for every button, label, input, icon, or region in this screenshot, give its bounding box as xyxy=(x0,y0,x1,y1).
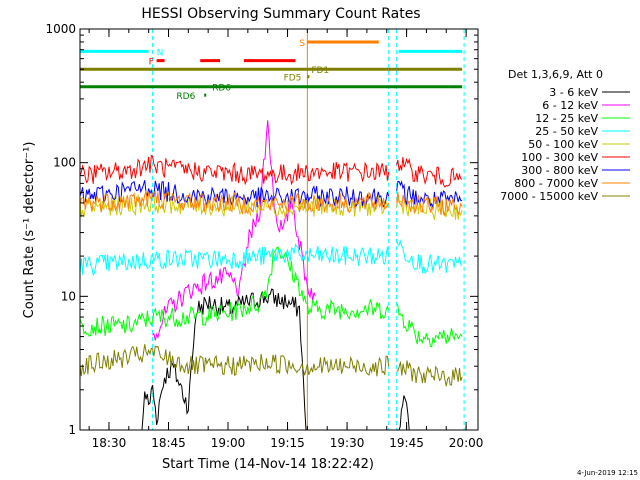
legend-label: 25 - 50 keV xyxy=(535,125,598,138)
x-tick-label: 20:00 xyxy=(449,436,484,450)
flag-label: FD5 xyxy=(284,74,302,84)
x-tick-label: 19:30 xyxy=(330,436,365,450)
legend-title: Det 1,3,6,9, Att 0 xyxy=(508,68,603,81)
series-line-7-1 xyxy=(396,191,463,218)
chart-title: HESSI Observing Summary Count Rates xyxy=(141,6,420,22)
x-tick-label: 19:45 xyxy=(389,436,424,450)
legend-label: 100 - 300 keV xyxy=(521,151,598,164)
series-line-5-1 xyxy=(396,156,463,188)
y-tick-label: 1000 xyxy=(45,22,76,36)
x-tick-label: 18:30 xyxy=(92,436,127,450)
legend-label: 7000 - 15000 keV xyxy=(500,190,598,203)
timestamp-label: 4-Jun-2019 12:15 xyxy=(577,469,638,477)
series-line-8-1 xyxy=(396,360,463,387)
series-line-2-0 xyxy=(79,246,390,337)
series-line-2-1 xyxy=(396,303,463,348)
legend-label: 800 - 7000 keV xyxy=(514,177,598,190)
flag-label: N xyxy=(157,48,164,58)
flag-label: S xyxy=(299,39,305,49)
flag-label: RD6 xyxy=(212,84,231,94)
series-line-4-0 xyxy=(79,193,389,219)
legend-label: 50 - 100 keV xyxy=(528,138,598,151)
series-line-7-0 xyxy=(79,190,390,216)
data-gap xyxy=(388,29,397,430)
series-line-3-0 xyxy=(79,243,390,276)
x-axis-label: Start Time (14-Nov-14 18:22:42) xyxy=(162,457,374,472)
series-line-3-1 xyxy=(396,238,463,275)
y-tick-label: 1 xyxy=(68,423,76,437)
series-line-5-0 xyxy=(79,154,390,186)
x-tick-label: 18:45 xyxy=(151,436,186,450)
y-tick-label: 100 xyxy=(53,156,76,170)
series-line-6-1 xyxy=(396,180,463,209)
flag-label: FD1 xyxy=(311,66,329,76)
legend-label: 3 - 6 keV xyxy=(549,86,598,99)
series-line-6-0 xyxy=(79,180,390,208)
series-line-8-0 xyxy=(79,344,390,377)
legend-label: 12 - 25 keV xyxy=(535,112,598,125)
flag-label: F xyxy=(149,58,154,68)
legend-label: 300 - 800 keV xyxy=(521,164,598,177)
plot-layer: S NF FD1 FD5 RD6 RD6 xyxy=(79,29,465,431)
axes-layer: 1 10 100 1000 18:30 18:45 19:00 19:15 19:30 19:45… xyxy=(45,22,483,450)
y-axis-label: Count Rate (s⁻¹ detector⁻¹) xyxy=(22,142,37,319)
legend-label: 6 - 12 keV xyxy=(542,99,598,112)
x-tick-label: 19:00 xyxy=(211,436,246,450)
x-tick-label: 19:15 xyxy=(270,436,305,450)
y-tick-label: 10 xyxy=(61,289,76,303)
plot-frame xyxy=(79,28,479,431)
flag-label: RD6 xyxy=(176,92,195,102)
